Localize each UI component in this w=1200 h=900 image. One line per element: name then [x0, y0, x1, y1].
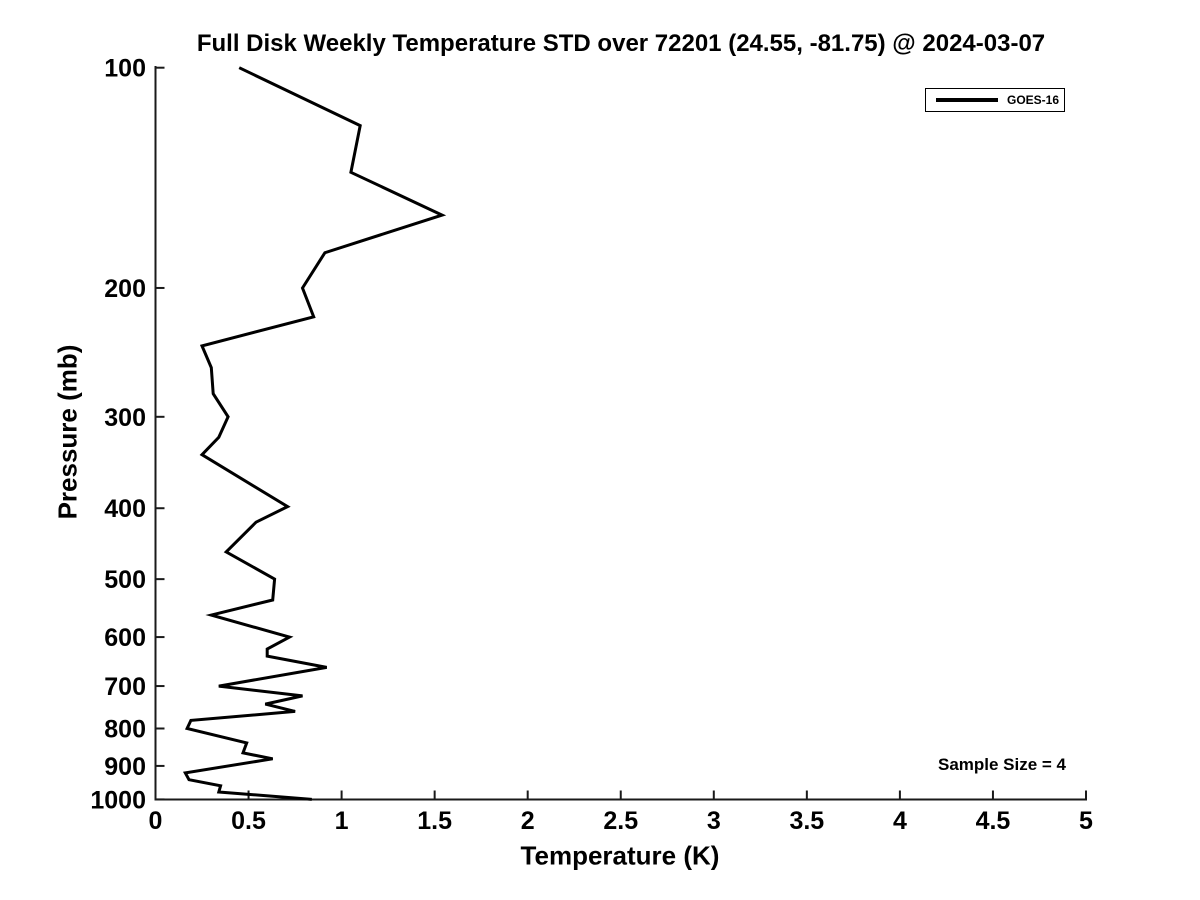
x-tick-label: 1: [335, 807, 349, 835]
y-tick-label: 200: [104, 275, 146, 303]
y-axis-label: Pressure (mb): [52, 344, 83, 520]
legend-label: GOES-16: [1007, 93, 1060, 107]
x-tick-label: 4.5: [976, 807, 1011, 835]
x-tick-label: 3.5: [789, 807, 824, 835]
sample-size-annotation: Sample Size = 4: [937, 755, 1067, 774]
y-tick-label: 600: [104, 624, 146, 652]
y-tick-label: 100: [104, 55, 146, 83]
x-tick-label: 5: [1079, 807, 1093, 835]
x-tick-label: 4: [893, 807, 907, 835]
x-tick-label: 0.5: [231, 807, 266, 835]
x-tick-label: 1.5: [417, 807, 452, 835]
series-goes-16: [182, 66, 447, 801]
x-tick-label: 3: [707, 807, 721, 835]
y-tick-label: 800: [104, 715, 146, 743]
x-tick-label: 2.5: [603, 807, 638, 835]
chart-title: Full Disk Weekly Temperature STD over 72…: [196, 30, 1046, 57]
legend: GOES-16: [925, 88, 1065, 112]
x-tick-label: 2: [521, 807, 535, 835]
x-axis-label: Temperature (K): [520, 840, 720, 871]
y-tick-label: 1000: [90, 786, 146, 814]
legend-line-sample: [936, 98, 998, 102]
y-tick-label: 500: [104, 566, 146, 594]
y-tick-label: 400: [104, 495, 146, 523]
y-tick-label: 700: [104, 673, 146, 701]
y-tick-label: 300: [104, 404, 146, 432]
y-tick-label: 900: [104, 753, 146, 781]
x-tick-label: 0: [149, 807, 163, 835]
